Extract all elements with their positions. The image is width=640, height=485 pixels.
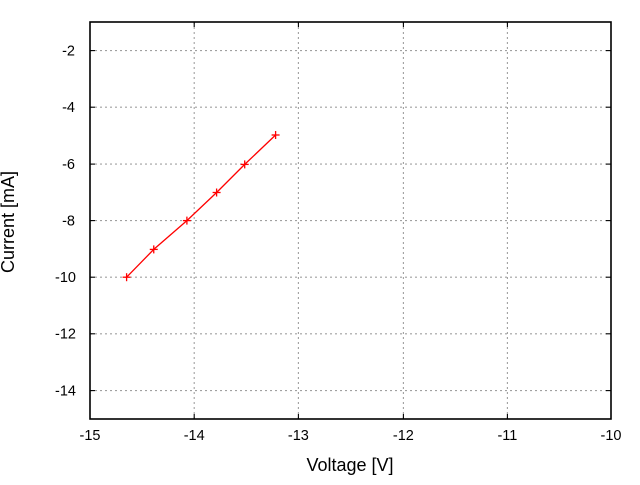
svg-text:-11: -11 bbox=[497, 428, 517, 444]
svg-text:Current [mA]: Current [mA] bbox=[0, 171, 18, 273]
svg-text:-15: -15 bbox=[80, 428, 101, 444]
svg-text:-6: -6 bbox=[62, 157, 75, 173]
svg-text:Voltage [V]: Voltage [V] bbox=[306, 455, 393, 475]
svg-text:-12: -12 bbox=[393, 428, 414, 444]
svg-text:-10: -10 bbox=[55, 270, 76, 286]
svg-text:-14: -14 bbox=[184, 428, 205, 444]
svg-text:-10: -10 bbox=[601, 428, 622, 444]
svg-text:-13: -13 bbox=[288, 428, 309, 444]
svg-text:-4: -4 bbox=[62, 100, 75, 116]
svg-text:-8: -8 bbox=[62, 214, 75, 230]
svg-text:-2: -2 bbox=[62, 44, 75, 60]
svg-text:-12: -12 bbox=[55, 327, 76, 343]
svg-text:-14: -14 bbox=[55, 384, 76, 400]
